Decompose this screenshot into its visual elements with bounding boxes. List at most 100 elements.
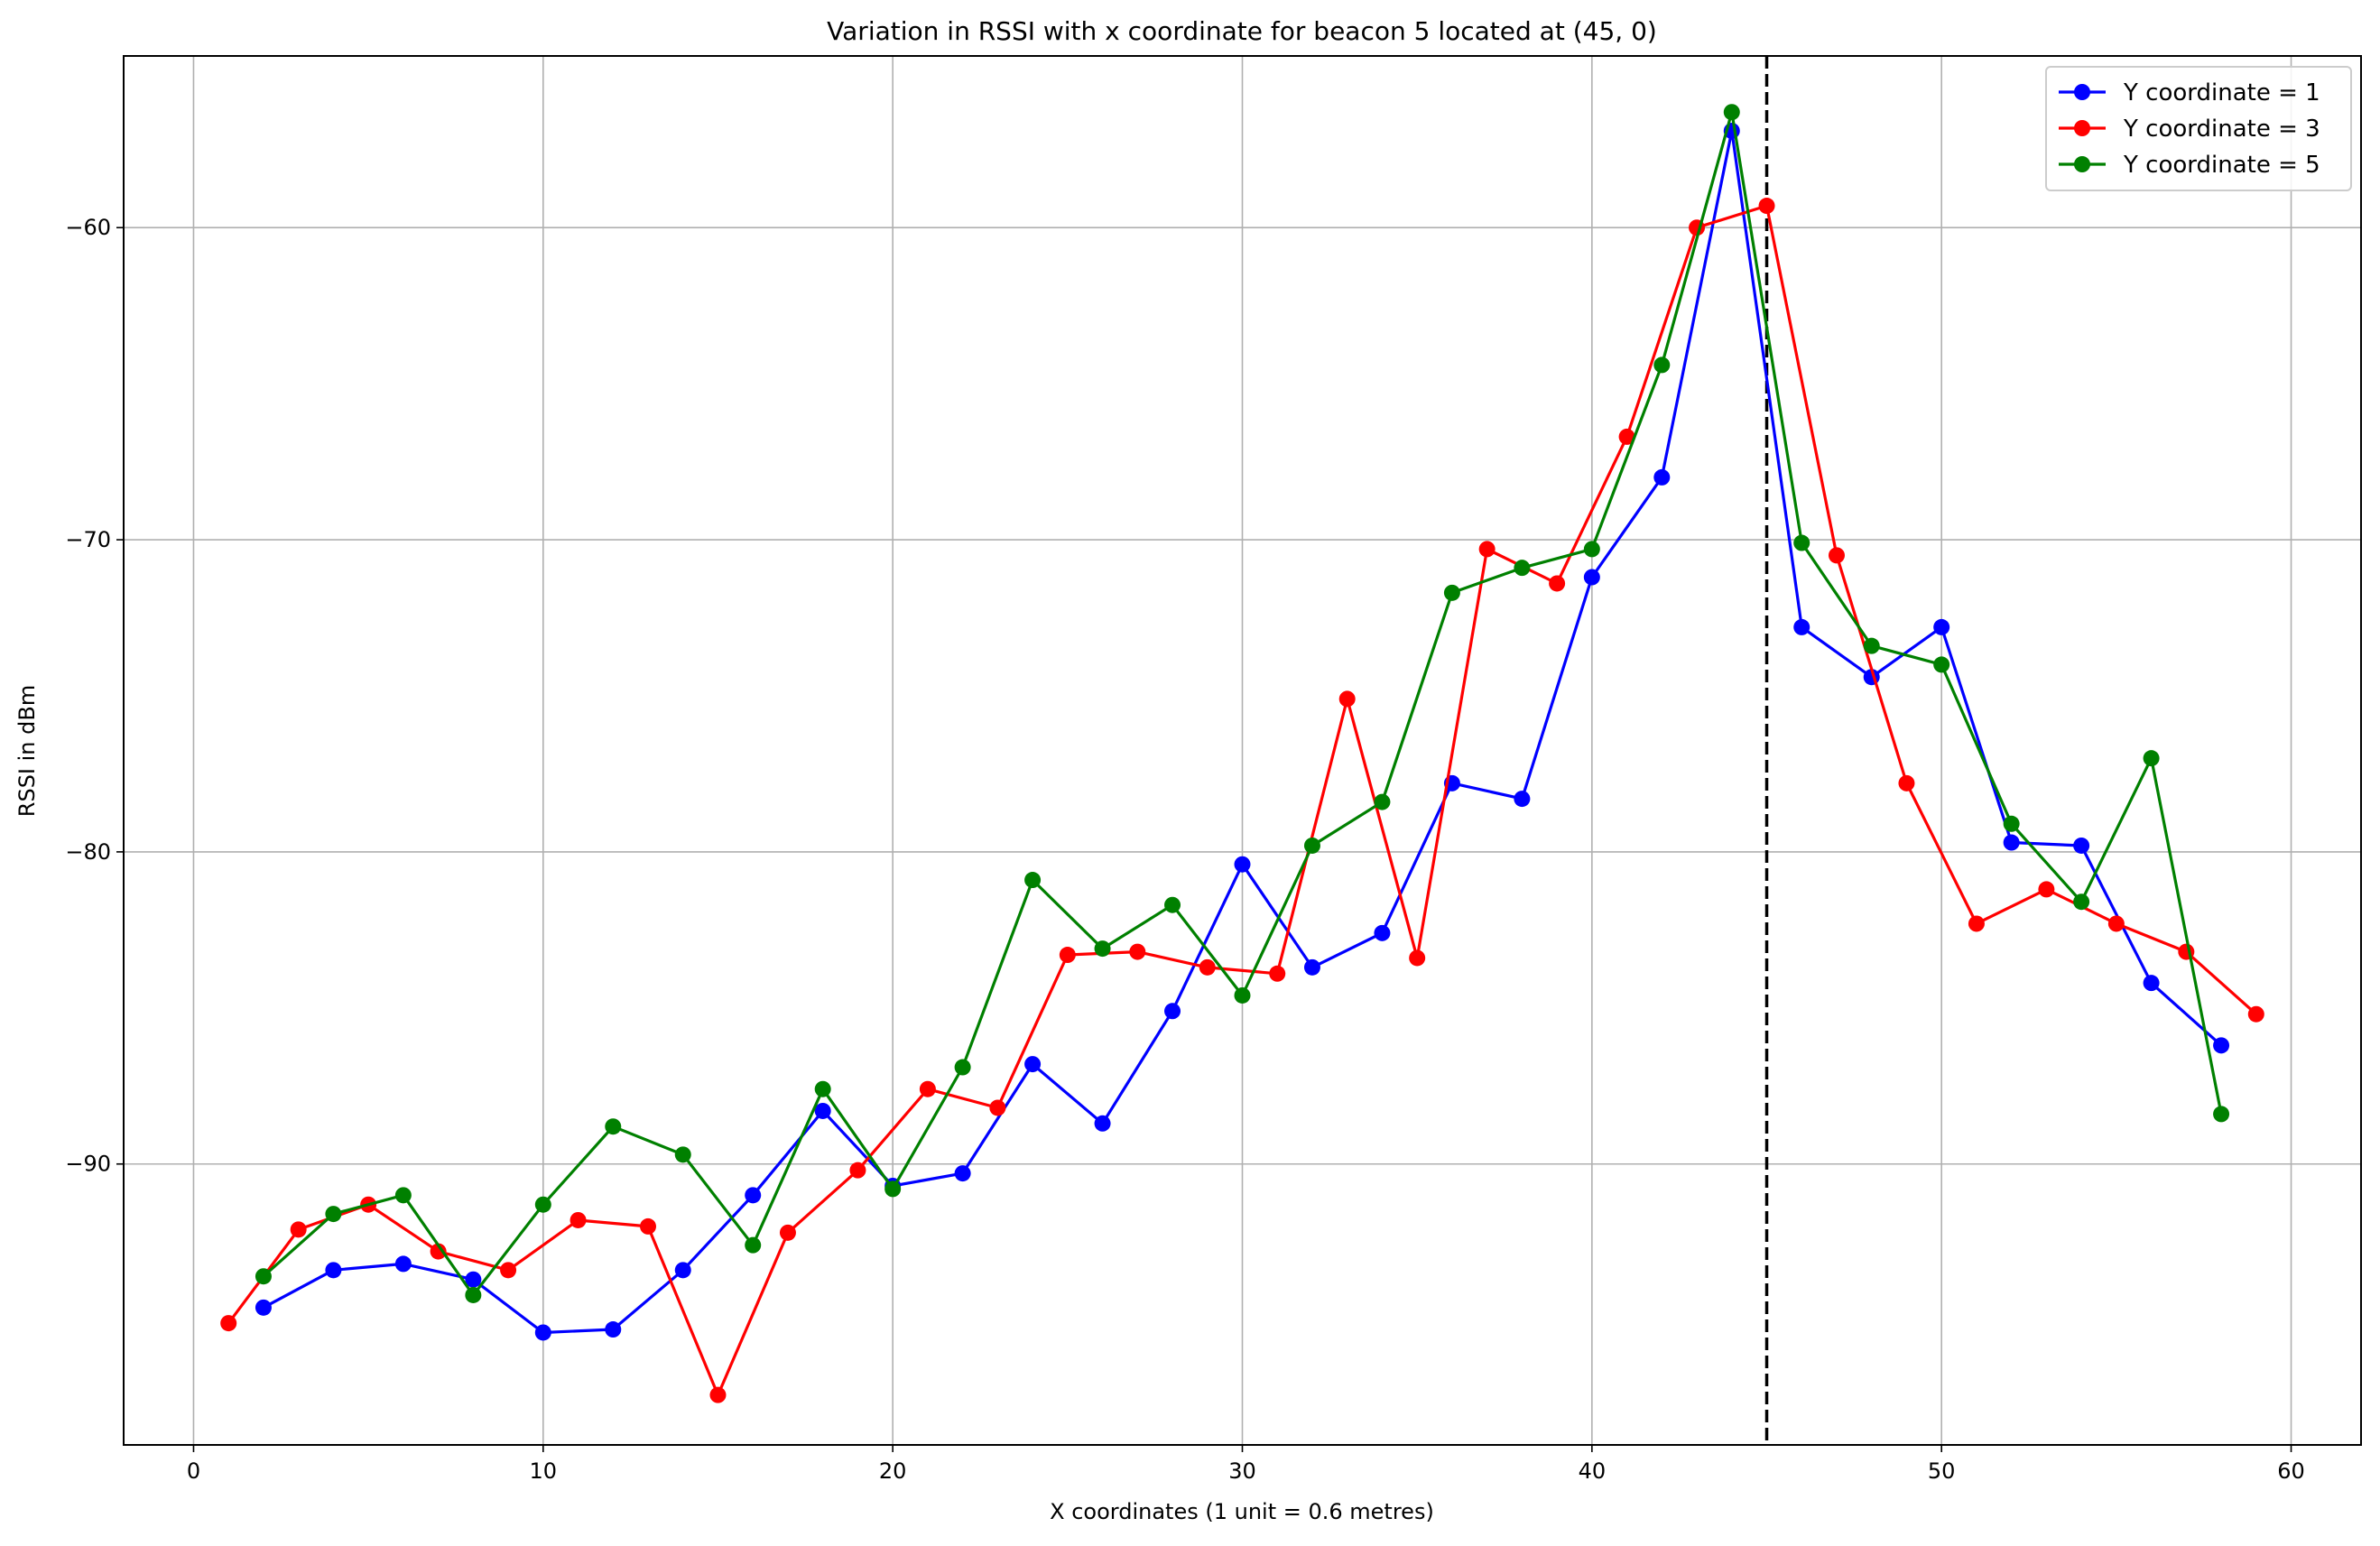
data-point bbox=[1024, 1056, 1042, 1073]
series-3 bbox=[255, 104, 2230, 1303]
data-point bbox=[465, 1286, 482, 1303]
legend-label: Y coordinate = 5 bbox=[2123, 152, 2320, 179]
data-point bbox=[2178, 943, 2195, 960]
data-point bbox=[1338, 690, 1356, 708]
legend-marker bbox=[2074, 120, 2090, 136]
data-point bbox=[745, 1187, 762, 1204]
data-point bbox=[500, 1262, 517, 1279]
data-point bbox=[1653, 356, 1671, 374]
data-point bbox=[849, 1162, 866, 1179]
data-point bbox=[1443, 584, 1460, 601]
data-point bbox=[814, 1102, 831, 1119]
data-point bbox=[255, 1268, 272, 1285]
data-point bbox=[745, 1236, 762, 1254]
data-point bbox=[1234, 986, 1251, 1004]
data-point bbox=[1828, 547, 1845, 564]
data-point bbox=[1094, 1115, 1111, 1132]
data-point bbox=[1303, 837, 1320, 854]
data-point bbox=[709, 1386, 727, 1403]
data-point bbox=[1129, 943, 1146, 960]
data-point bbox=[954, 1165, 971, 1182]
data-point bbox=[674, 1262, 691, 1279]
data-point bbox=[1758, 198, 1775, 215]
data-point bbox=[534, 1324, 551, 1341]
legend: Y coordinate = 1 Y coordinate = 3 Y coordi… bbox=[2045, 66, 2352, 191]
series-2 bbox=[220, 198, 2264, 1403]
data-point bbox=[534, 1196, 551, 1213]
data-point bbox=[954, 1059, 971, 1076]
y-axis-label: RSSI in dBm bbox=[14, 685, 40, 817]
series-1 bbox=[255, 123, 2230, 1341]
data-point bbox=[1653, 468, 1671, 486]
data-point bbox=[394, 1255, 412, 1273]
data-point bbox=[2143, 975, 2160, 992]
data-point bbox=[255, 1299, 272, 1316]
data-point bbox=[1514, 560, 1531, 577]
data-point bbox=[1269, 965, 1286, 982]
y-tick-label: −80 bbox=[65, 839, 111, 865]
legend-item: Y coordinate = 1 bbox=[2059, 79, 2320, 106]
data-point bbox=[430, 1243, 447, 1260]
y-tick-label: −70 bbox=[65, 527, 111, 552]
x-tick-label: 20 bbox=[879, 1458, 907, 1484]
data-point bbox=[1478, 541, 1496, 558]
legend-label: Y coordinate = 3 bbox=[2123, 116, 2320, 143]
data-point bbox=[1024, 872, 1042, 889]
x-tick-label: 60 bbox=[2277, 1458, 2305, 1484]
data-point bbox=[1303, 958, 1320, 976]
data-point bbox=[1549, 575, 1566, 592]
data-point bbox=[2073, 837, 2090, 854]
data-point bbox=[2213, 1106, 2230, 1123]
data-point bbox=[919, 1080, 936, 1097]
legend-label: Y coordinate = 1 bbox=[2123, 79, 2320, 106]
data-point bbox=[1898, 774, 1915, 792]
data-point bbox=[1164, 1003, 1181, 1020]
data-point bbox=[2073, 893, 2090, 911]
data-point bbox=[1723, 104, 1740, 121]
data-point bbox=[605, 1118, 622, 1135]
data-point bbox=[640, 1217, 657, 1235]
legend-box bbox=[2045, 66, 2352, 191]
data-point bbox=[1374, 924, 1391, 941]
data-point bbox=[1094, 940, 1111, 958]
legend-marker bbox=[2074, 84, 2090, 100]
data-point bbox=[2107, 915, 2125, 932]
tick-layer: 0 10 20 30 40 50 60 −90 −80 −70 −60 bbox=[65, 215, 2304, 1484]
data-point bbox=[1059, 947, 1076, 964]
data-point bbox=[605, 1321, 622, 1338]
grid-layer bbox=[124, 56, 2361, 1445]
data-point bbox=[989, 1099, 1006, 1116]
data-point bbox=[2003, 815, 2020, 832]
data-point bbox=[394, 1187, 412, 1204]
data-point bbox=[779, 1224, 796, 1241]
x-tick-label: 50 bbox=[1928, 1458, 1956, 1484]
data-point bbox=[1968, 915, 1985, 932]
data-point bbox=[1863, 637, 1880, 654]
data-point bbox=[325, 1206, 342, 1223]
data-point bbox=[2003, 834, 2020, 851]
data-point bbox=[2213, 1037, 2230, 1054]
data-point bbox=[1409, 949, 1426, 967]
data-point bbox=[1618, 428, 1635, 445]
data-point bbox=[290, 1221, 307, 1238]
x-tick-label: 40 bbox=[1579, 1458, 1607, 1484]
data-point bbox=[1514, 791, 1531, 808]
legend-item: Y coordinate = 3 bbox=[2059, 116, 2320, 143]
data-point bbox=[325, 1262, 342, 1279]
data-point bbox=[1933, 656, 1950, 673]
data-point bbox=[884, 1180, 902, 1198]
legend-marker bbox=[2074, 156, 2090, 172]
data-point bbox=[1793, 534, 1810, 551]
y-tick-label: −60 bbox=[65, 215, 111, 240]
x-tick-label: 0 bbox=[187, 1458, 200, 1484]
data-point bbox=[1583, 569, 1600, 586]
data-point bbox=[1199, 958, 1216, 976]
data-point bbox=[674, 1146, 691, 1163]
data-point bbox=[814, 1080, 831, 1097]
data-point bbox=[220, 1315, 237, 1332]
series-line bbox=[227, 204, 2257, 1397]
data-point bbox=[2038, 881, 2055, 898]
data-point bbox=[1164, 896, 1181, 913]
